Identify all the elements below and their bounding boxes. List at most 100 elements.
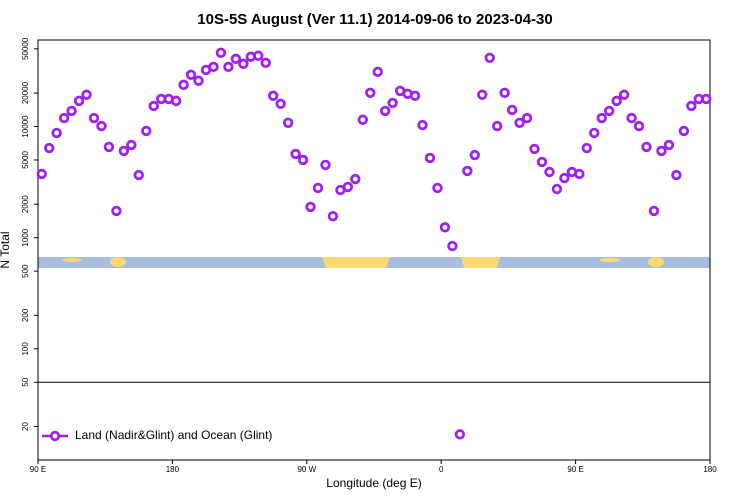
data-point xyxy=(148,100,159,112)
data-point xyxy=(424,152,436,164)
data-point xyxy=(477,89,488,100)
data-point xyxy=(417,119,428,131)
data-point xyxy=(103,141,115,153)
data-point xyxy=(611,95,622,107)
data-point xyxy=(678,125,690,137)
data-point xyxy=(409,90,421,101)
data-point xyxy=(439,222,451,233)
data-point xyxy=(365,87,376,98)
data-point xyxy=(454,429,466,440)
legend-label: Land (Nadir&Glint) and Ocean (Glint) xyxy=(75,428,272,442)
data-point xyxy=(544,166,555,178)
data-point xyxy=(357,114,368,125)
data-point xyxy=(663,139,675,151)
y-tick-label: 10000 xyxy=(21,115,30,138)
data-point xyxy=(170,95,182,107)
data-point xyxy=(223,61,234,73)
data-point xyxy=(551,183,563,195)
data-point xyxy=(701,93,712,105)
data-point xyxy=(238,58,249,70)
y-tick-label: 50000 xyxy=(21,37,30,60)
data-point xyxy=(275,98,286,110)
data-point xyxy=(215,47,227,59)
data-point xyxy=(342,181,354,193)
data-point xyxy=(589,127,600,139)
data-point xyxy=(88,112,100,124)
data-point xyxy=(118,145,130,157)
data-point xyxy=(320,159,331,171)
data-point xyxy=(66,105,77,117)
chart-title: 10S-5S August (Ver 11.1) 2014-09-06 to 2… xyxy=(197,11,552,28)
x-tick-label: 0 xyxy=(439,465,444,474)
data-point xyxy=(268,90,279,101)
data-point xyxy=(193,75,204,86)
data-point xyxy=(81,89,92,100)
data-point xyxy=(633,120,645,132)
data-point xyxy=(253,50,264,61)
y-tick-label: 50 xyxy=(21,377,30,386)
data-point xyxy=(327,211,339,222)
data-point xyxy=(641,141,652,153)
data-point xyxy=(447,240,458,252)
data-point xyxy=(111,205,122,217)
data-point xyxy=(581,142,592,154)
data-point xyxy=(536,156,548,168)
data-point xyxy=(208,61,219,73)
data-point xyxy=(387,97,398,109)
data-point xyxy=(462,165,473,177)
data-point xyxy=(96,120,107,132)
data-point xyxy=(492,120,503,132)
y-tick-label: 20000 xyxy=(21,81,30,104)
data-point xyxy=(559,172,570,184)
data-point xyxy=(51,127,62,139)
data-point xyxy=(372,66,383,78)
data-point xyxy=(141,125,152,137)
y-tick-label: 20 xyxy=(21,422,30,431)
data-point xyxy=(58,112,70,124)
data-point xyxy=(297,154,309,166)
data-point xyxy=(133,169,144,181)
data-point xyxy=(604,105,615,117)
data-point xyxy=(529,143,540,155)
data-point xyxy=(596,112,607,124)
data-point xyxy=(626,112,637,124)
y-tick-label: 100 xyxy=(21,342,30,356)
data-point xyxy=(44,142,55,154)
legend-marker xyxy=(49,430,61,442)
data-point xyxy=(350,173,361,185)
x-tick-label: 180 xyxy=(703,465,717,474)
data-point xyxy=(312,182,324,194)
y-tick-label: 1000 xyxy=(21,228,30,246)
data-point xyxy=(305,201,316,213)
map-strip xyxy=(38,257,710,268)
data-point xyxy=(648,205,660,217)
data-point xyxy=(484,52,495,63)
data-point xyxy=(380,105,391,117)
data-point xyxy=(499,87,510,98)
x-axis-label: Longitude (deg E) xyxy=(326,476,421,490)
x-tick-label: 90 E xyxy=(567,465,583,474)
data-point xyxy=(469,149,480,161)
data-point xyxy=(506,104,518,116)
y-tick-label: 2000 xyxy=(21,195,30,213)
data-point xyxy=(521,112,533,124)
data-point xyxy=(282,117,294,128)
y-tick-label: 5000 xyxy=(21,151,30,169)
plot-frame xyxy=(37,39,711,461)
data-point xyxy=(178,79,189,91)
y-tick-label: 500 xyxy=(21,264,30,278)
data-point xyxy=(36,168,47,180)
data-point xyxy=(432,182,443,194)
data-point xyxy=(290,148,301,160)
data-point xyxy=(73,95,85,107)
data-point xyxy=(686,100,697,112)
data-point xyxy=(618,89,630,100)
data-point xyxy=(671,169,682,181)
x-tick-label: 180 xyxy=(166,465,180,474)
data-point xyxy=(514,117,525,128)
data-point xyxy=(230,53,242,65)
data-point xyxy=(185,69,197,80)
data-point xyxy=(656,145,667,157)
data-point xyxy=(126,139,137,151)
